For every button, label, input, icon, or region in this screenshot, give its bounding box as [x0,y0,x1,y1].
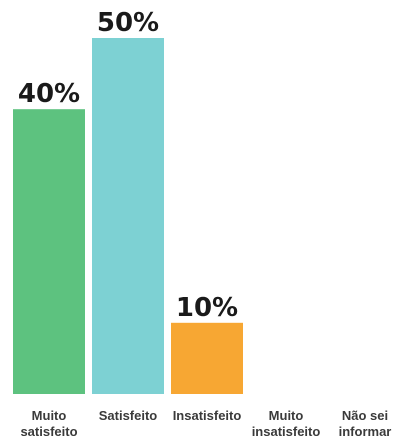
value-label-0: 40% [18,79,80,109]
bar-2 [171,322,243,394]
category-label-1: Satisfeito [99,408,158,423]
value-label-1: 50% [97,8,159,38]
category-label-4: Não sei informar [339,408,392,439]
value-label-2: 10% [176,293,238,323]
category-label-2: Insatisfeito [173,408,242,423]
bar-0 [13,109,85,394]
category-label-0: Muito satisfeito [20,408,77,439]
category-label-3: Muito insatisfeito [252,408,321,439]
bar-1 [92,38,164,394]
